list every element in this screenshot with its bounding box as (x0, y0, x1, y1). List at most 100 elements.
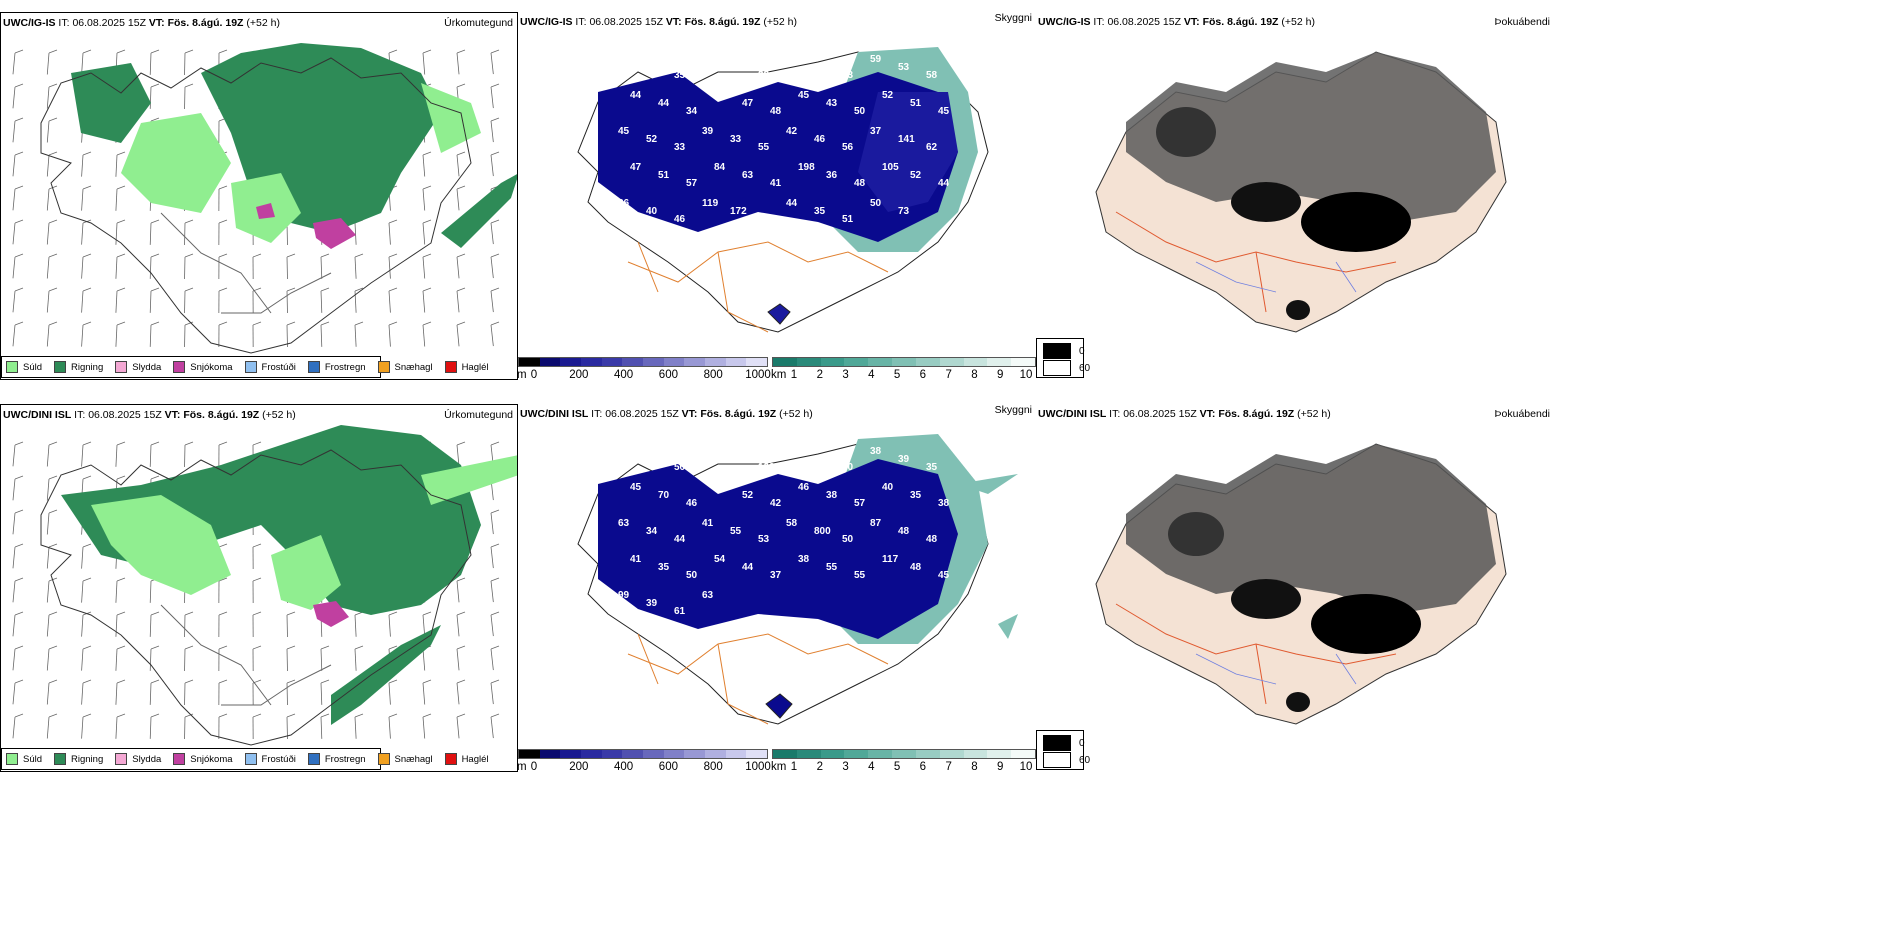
visibility-label: 38 (826, 490, 838, 501)
visibility-label: 48 (770, 106, 782, 117)
visibility-label: 198 (798, 162, 815, 173)
colorbar-tick: 7 (945, 761, 952, 772)
visibility-label: 41 (630, 554, 642, 565)
visibility-label: 44 (742, 562, 754, 573)
colorbar-tick: 4 (868, 369, 875, 380)
visibility-label: 63 (742, 170, 754, 181)
legend-swatch (244, 361, 257, 373)
visibility-label: 45 (630, 482, 642, 493)
visibility-label: 50 (870, 198, 882, 209)
colorbar-tick: 8 (971, 761, 978, 772)
colorbar-tick: 600 (658, 761, 678, 772)
precip-map (12, 43, 517, 354)
visibility-label: 53 (730, 454, 742, 465)
visibility-label: 172 (730, 206, 747, 217)
visibility-label: 57 (686, 178, 698, 189)
visibility-colorbar-strip (772, 749, 1036, 759)
visibility-label: 38 (938, 498, 950, 509)
visibility-label: 61 (674, 606, 686, 617)
visibility-label: 39 (646, 598, 658, 609)
legend-swatch (244, 753, 257, 765)
colorbar-tick: 9 (997, 369, 1004, 380)
legend-label: Snjókoma (190, 361, 233, 373)
visibility-label: 50 (842, 534, 854, 545)
visibility-label: 117 (882, 554, 899, 565)
ceiling-ticks: 0 200 400 600 800 1000 (518, 369, 771, 380)
visibility-label: 46 (686, 498, 698, 509)
visibility-label: 60 (842, 462, 854, 473)
visibility-label: 35 (674, 70, 686, 81)
legend-swatch (173, 753, 186, 765)
visibility-label: 44 (938, 178, 950, 189)
visibility-label: 42 (714, 90, 726, 101)
precip-areas (61, 425, 517, 725)
visibility-label: 35 (910, 490, 922, 501)
colorbar-tick: 1 (790, 369, 798, 380)
visibility-label: 67 (618, 54, 630, 65)
visibility-label: 73 (898, 206, 910, 217)
legend-swatch (307, 361, 320, 373)
fog-index-panel-row1: UWC/IG-IS IT: 06.08.2025 15Z VT: Fös. 8.… (1036, 12, 1554, 380)
legend-label: Rigning (71, 753, 104, 765)
visibility-label: 42 (770, 498, 782, 509)
visibility-label: 52 (646, 134, 658, 145)
visibility-label: 56 (842, 142, 854, 153)
visibility-label: 46 (674, 214, 686, 225)
visibility-label: 119 (702, 198, 719, 209)
visibility-label: 47 (714, 482, 726, 493)
visibility-label: 46 (814, 62, 826, 73)
cloud-ceiling-panel-row2: UWC/DINI ISL IT: 06.08.2025 15Z VT: Fös.… (518, 404, 1036, 772)
visibility-label: 46 (730, 62, 742, 73)
colorbar-tick: 6 (919, 369, 927, 380)
visibility-label: 87 (870, 518, 882, 529)
fog-legend-label-max: 60 (1079, 754, 1091, 766)
fog-legend: 0 60 (1036, 730, 1090, 770)
ceiling-colorbar: m 0 200 400 600 800 1000 (518, 357, 771, 380)
fog-map (1095, 443, 1507, 725)
precip-legend-item: Rigning (54, 753, 103, 765)
precip-legend-item: Haglél (444, 753, 489, 765)
ceiling-unit: m (518, 761, 527, 772)
colorbar-tick: 10 (1019, 761, 1033, 772)
visibility-label: 57 (854, 498, 866, 509)
visibility-label: 50 (674, 462, 686, 473)
visibility-label: 37 (770, 570, 782, 581)
panel-title: UWC/IG-IS IT: 06.08.2025 15Z VT: Fös. 8.… (3, 17, 280, 29)
ceiling-colorbar: m 0 200 400 600 800 1000 (518, 749, 771, 772)
ceiling-colorbar-strip (518, 749, 768, 759)
precip-type-panel-row2: UWC/DINI ISL IT: 06.08.2025 15Z VT: Fös.… (0, 404, 518, 772)
colorbar-tick: 2 (816, 369, 823, 380)
colorbar-tick: 2 (816, 761, 823, 772)
visibility-label: 36 (618, 198, 630, 209)
visibility-label: 52 (742, 490, 754, 501)
visibility-label: 41 (770, 178, 782, 189)
fog-legend: 0 60 (1036, 338, 1090, 378)
visibility-label: 53 (898, 62, 910, 73)
visibility-label: 60 (814, 454, 826, 465)
fog-index-panel-row2: UWC/DINI ISL IT: 06.08.2025 15Z VT: Fös.… (1036, 404, 1554, 772)
cloud-ceiling-panel-row1: UWC/IG-IS IT: 06.08.2025 15Z VT: Fös. 8.… (518, 12, 1036, 380)
legend-swatch (6, 361, 18, 373)
visibility-label: 48 (926, 534, 938, 545)
visibility-label: 40 (646, 206, 658, 217)
legend-label: Snæhagl (394, 361, 433, 373)
visibility-colorbar: km 1 2 3 4 5 6 7 8 9 10 (771, 749, 1036, 772)
visibility-label: 51 (842, 214, 854, 225)
colorbar-tick: 600 (658, 369, 678, 380)
legend-label: Súld (23, 361, 43, 373)
visibility-label: 141 (898, 134, 915, 145)
visibility-label: 39 (702, 126, 714, 137)
legend-swatch (444, 361, 457, 373)
legend-label: Frostúði (261, 361, 296, 373)
legend-label: Rigning (71, 361, 104, 373)
legend-label: Snæhagl (394, 753, 433, 765)
colorbar-tick: 0 (530, 761, 538, 772)
fog-legend-swatch (1043, 360, 1071, 376)
visibility-label: 54 (714, 554, 726, 565)
visibility-label: 46 (618, 446, 630, 457)
visibility-label: 55 (758, 142, 770, 153)
visibility-label: 35 (658, 562, 670, 573)
iceland-outline (40, 449, 472, 746)
iceland-outline (40, 57, 472, 354)
precip-legend-item: Frostúði (244, 753, 296, 765)
